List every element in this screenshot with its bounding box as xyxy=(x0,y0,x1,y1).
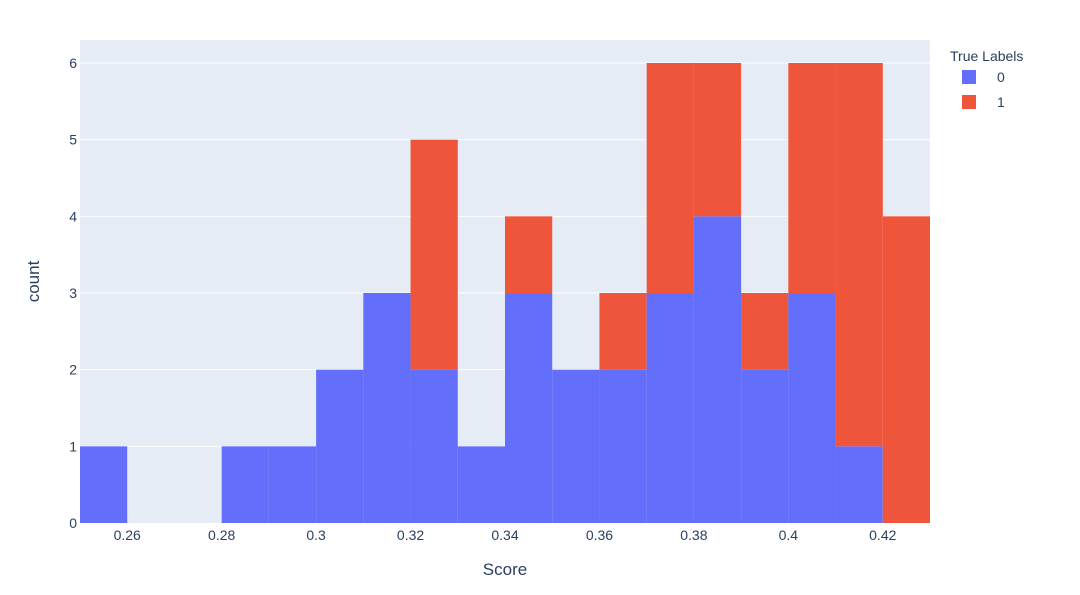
x-tick-label: 0.32 xyxy=(397,527,424,543)
bar-label-1[interactable] xyxy=(410,139,458,370)
y-tick-label: 5 xyxy=(69,132,77,148)
legend-swatch-1 xyxy=(962,95,976,109)
bar-label-0[interactable] xyxy=(80,446,128,523)
bar-label-0[interactable] xyxy=(221,446,269,523)
x-tick-label: 0.28 xyxy=(208,527,235,543)
y-tick-label: 0 xyxy=(69,515,77,531)
legend-label-0: 0 xyxy=(997,69,1005,85)
y-axis-title: count xyxy=(24,260,43,302)
x-tick-label: 0.38 xyxy=(680,527,707,543)
x-tick-label: 0.4 xyxy=(779,527,799,543)
bar-label-0[interactable] xyxy=(457,446,505,523)
x-axis-ticks: 0.26 0.28 0.3 0.32 0.34 0.36 0.38 0.4 0.42 xyxy=(114,527,897,543)
bar-label-0[interactable] xyxy=(363,293,411,523)
x-tick-label: 0.42 xyxy=(869,527,896,543)
y-tick-label: 6 xyxy=(69,55,77,71)
x-tick-label: 0.34 xyxy=(491,527,518,543)
bar-label-0[interactable] xyxy=(316,369,364,523)
bar-label-1[interactable] xyxy=(599,293,647,370)
y-tick-label: 1 xyxy=(69,438,77,454)
bar-label-1[interactable] xyxy=(646,63,694,293)
bar-label-1[interactable] xyxy=(693,63,742,217)
bar-label-0[interactable] xyxy=(599,369,647,523)
bar-label-0[interactable] xyxy=(741,369,789,523)
bar-label-1[interactable] xyxy=(741,293,789,370)
legend-label-1: 1 xyxy=(997,94,1005,110)
bar-label-1[interactable] xyxy=(505,216,553,293)
bar-label-0[interactable] xyxy=(268,446,317,523)
bar-label-0[interactable] xyxy=(552,369,600,523)
y-tick-label: 2 xyxy=(69,362,77,378)
bar-label-0[interactable] xyxy=(788,293,836,523)
y-axis-ticks: 0 1 2 3 4 5 6 xyxy=(69,55,77,531)
bar-label-1[interactable] xyxy=(788,63,836,293)
legend-title: True Labels xyxy=(950,48,1023,64)
bar-label-0[interactable] xyxy=(693,216,742,524)
bar-label-1[interactable] xyxy=(882,216,930,524)
bar-label-0[interactable] xyxy=(835,446,883,523)
x-tick-label: 0.26 xyxy=(114,527,141,543)
bars xyxy=(80,63,930,524)
legend[interactable]: True Labels 0 1 xyxy=(950,48,1023,110)
legend-swatch-0 xyxy=(962,70,976,84)
bar-label-0[interactable] xyxy=(646,293,694,523)
x-tick-label: 0.36 xyxy=(586,527,613,543)
x-tick-label: 0.3 xyxy=(306,527,326,543)
y-tick-label: 4 xyxy=(69,208,77,224)
bar-label-1[interactable] xyxy=(835,63,883,447)
x-axis-title: Score xyxy=(483,560,527,579)
bar-label-0[interactable] xyxy=(410,369,458,523)
y-tick-label: 3 xyxy=(69,285,77,301)
bar-label-0[interactable] xyxy=(505,293,553,523)
